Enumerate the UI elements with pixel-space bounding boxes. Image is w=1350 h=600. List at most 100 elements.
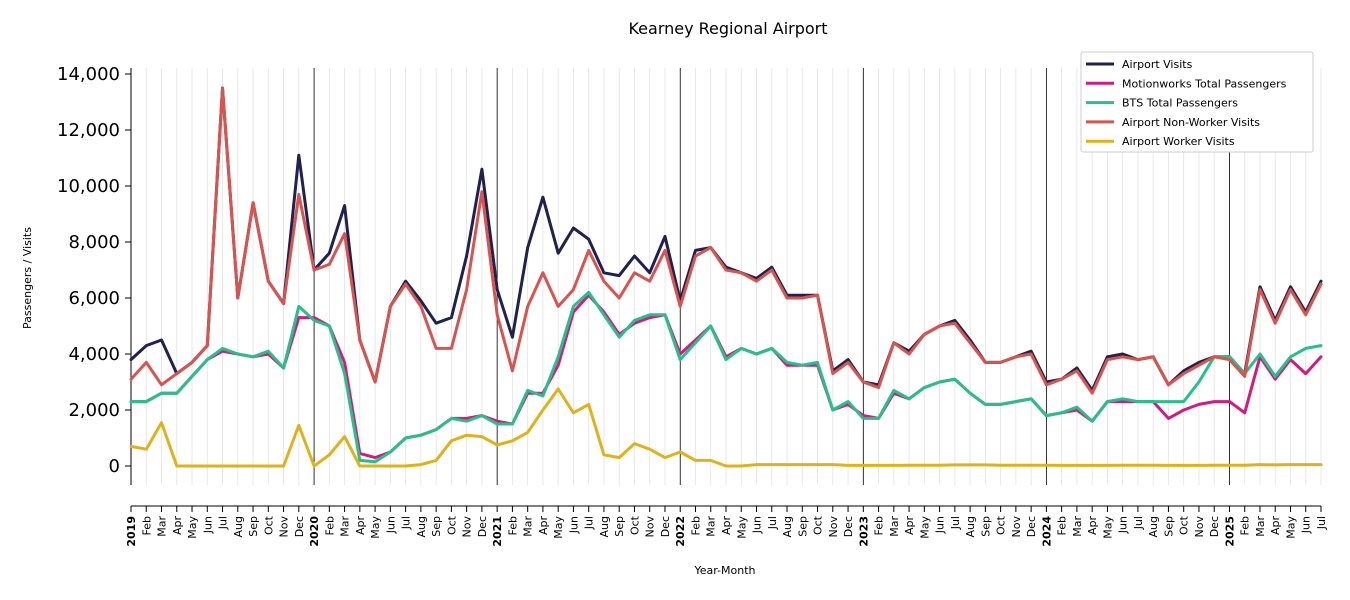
- x-tick-month-label: May: [369, 516, 382, 539]
- series-line-airport-visits: [129, 86, 1323, 392]
- x-tick-month-label: Jul: [1315, 516, 1328, 530]
- x-tick-month-label: Aug: [415, 516, 428, 537]
- x-tick-month-label: Nov: [461, 516, 474, 538]
- series-line-airport-non-worker-visits: [129, 86, 1323, 395]
- y-tick-label: 10,000: [57, 176, 120, 197]
- y-tick-label: 8,000: [68, 232, 120, 253]
- x-tick-month-label: Apr: [1086, 516, 1099, 536]
- series-line-airport-worker-visits: [129, 387, 1323, 468]
- x-tick-month-label: Jun: [751, 516, 764, 534]
- x-tick-month-label: Jul: [766, 516, 779, 530]
- x-tick-month-label: Jun: [934, 516, 947, 534]
- x-tick-month-label: May: [735, 516, 748, 539]
- x-tick-month-label: Oct: [262, 515, 275, 535]
- x-tick-month-label: Oct: [445, 515, 458, 535]
- x-tick-month-label: Feb: [140, 516, 153, 535]
- x-tick-month-label: Sep: [796, 516, 809, 537]
- x-tick-month-label: Jun: [201, 516, 214, 534]
- x-tick-month-label: Aug: [781, 516, 794, 537]
- series-line-bts-total-passengers: [129, 290, 1323, 464]
- x-tick-month-label: Jun: [567, 516, 580, 534]
- x-tick-month-label: Feb: [1239, 516, 1252, 535]
- y-axis-ticks: 0 2,000 4,000 6,000 8,000 10,000 12,000 14,000: [57, 64, 131, 477]
- x-tick-month-label: Mar: [522, 516, 535, 537]
- x-tick-year-label: 2019: [125, 516, 138, 547]
- x-tick-month-label: Feb: [689, 516, 702, 535]
- legend-label: BTS Total Passengers: [1122, 97, 1238, 110]
- x-tick-year-label: 2024: [1040, 516, 1053, 547]
- y-tick-label: 0: [109, 456, 120, 477]
- x-tick-month-label: Apr: [720, 516, 733, 536]
- x-tick-month-label: Aug: [598, 516, 611, 537]
- x-tick-month-label: Sep: [1162, 516, 1175, 537]
- x-tick-month-label: May: [186, 516, 199, 539]
- x-tick-month-label: Jul: [1132, 516, 1145, 530]
- x-tick-month-label: Mar: [705, 516, 718, 537]
- x-tick-year-label: 2020: [308, 516, 321, 547]
- x-tick-month-label: Jun: [1300, 516, 1313, 534]
- x-tick-month-label: Oct: [995, 515, 1008, 535]
- x-tick-month-label: Sep: [979, 516, 992, 537]
- x-tick-month-label: Dec: [293, 516, 306, 537]
- legend-label: Motionworks Total Passengers: [1122, 77, 1287, 90]
- x-tick-month-label: Oct: [1178, 515, 1191, 535]
- x-tick-month-label: Jul: [583, 516, 596, 530]
- x-tick-month-label: May: [1101, 516, 1114, 539]
- x-tick-month-label: Apr: [537, 516, 550, 536]
- x-tick-month-label: Aug: [964, 516, 977, 537]
- x-tick-month-label: Nov: [1010, 516, 1023, 538]
- x-tick-month-label: Jul: [217, 516, 230, 530]
- x-tick-month-label: Mar: [339, 516, 352, 537]
- x-tick-month-label: May: [552, 516, 565, 539]
- x-tick-month-label: Mar: [888, 516, 901, 537]
- x-tick-month-label: Apr: [354, 516, 367, 536]
- x-tick-month-label: Jun: [1117, 516, 1130, 534]
- gridlines: [130, 68, 1322, 485]
- x-tick-month-label: Apr: [1269, 516, 1282, 536]
- y-tick-label: 14,000: [57, 64, 120, 85]
- x-tick-month-label: Jun: [384, 516, 397, 534]
- x-tick-month-label: Dec: [1025, 516, 1038, 537]
- x-tick-month-label: Feb: [323, 516, 336, 535]
- x-tick-month-label: Nov: [278, 516, 291, 538]
- legend-label: Airport Non-Worker Visits: [1122, 116, 1260, 129]
- x-tick-month-label: Mar: [1254, 516, 1267, 537]
- x-tick-month-label: Sep: [430, 516, 443, 537]
- chart-title: Kearney Regional Airport: [628, 19, 827, 38]
- x-tick-month-label: Feb: [1056, 516, 1069, 535]
- x-tick-month-label: Apr: [903, 516, 916, 536]
- x-tick-month-label: Dec: [659, 516, 672, 537]
- x-tick-month-label: Oct: [812, 515, 825, 535]
- x-tick-month-label: Oct: [628, 515, 641, 535]
- y-axis-label: Passengers / Visits: [21, 227, 34, 329]
- x-tick-month-label: Feb: [873, 516, 886, 535]
- legend: Airport Visits Motionworks Total Passenge…: [1080, 51, 1314, 153]
- x-tick-month-label: May: [1284, 516, 1297, 539]
- x-tick-month-label: Nov: [827, 516, 840, 538]
- x-tick-month-label: Dec: [476, 516, 489, 537]
- x-tick-month-label: Mar: [1071, 516, 1084, 537]
- x-tick-month-label: May: [918, 516, 931, 539]
- x-tick-month-label: Dec: [842, 516, 855, 537]
- x-axis-label: Year-Month: [693, 564, 755, 577]
- x-tick-year-label: 2025: [1223, 516, 1236, 547]
- x-tick-month-label: Mar: [156, 516, 169, 537]
- x-tick-month-label: Sep: [613, 516, 626, 537]
- x-tick-year-label: 2023: [857, 516, 870, 547]
- x-tick-month-label: Feb: [506, 516, 519, 535]
- x-tick-month-label: Sep: [247, 516, 260, 537]
- x-tick-month-label: Aug: [232, 516, 245, 537]
- x-tick-year-label: 2021: [491, 516, 504, 547]
- x-tick-month-label: Nov: [1193, 516, 1206, 538]
- x-tick-month-label: Jul: [400, 516, 413, 530]
- x-tick-month-label: Jul: [949, 516, 962, 530]
- y-tick-label: 12,000: [57, 120, 120, 141]
- legend-label: Airport Visits: [1122, 58, 1193, 71]
- y-tick-label: 6,000: [68, 288, 120, 309]
- x-tick-year-label: 2022: [674, 516, 687, 547]
- series-lines: [129, 86, 1323, 468]
- legend-box: [1080, 51, 1314, 153]
- y-tick-label: 2,000: [68, 400, 120, 421]
- x-tick-month-label: Aug: [1147, 516, 1160, 537]
